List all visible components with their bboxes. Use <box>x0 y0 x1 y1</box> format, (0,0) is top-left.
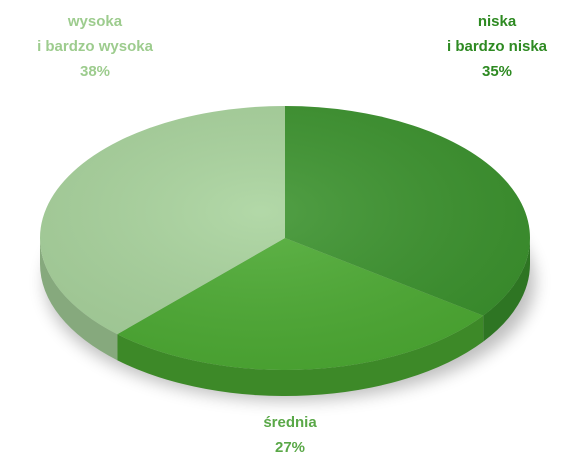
slice-label: i bardzo wysoka <box>37 38 154 55</box>
slice-label: wysoka <box>67 13 123 30</box>
slice-side <box>40 238 118 361</box>
top-shine <box>40 106 530 370</box>
value-label: 35% <box>482 63 512 80</box>
value-label: 38% <box>80 63 110 80</box>
slice-label: średnia <box>263 414 317 431</box>
value-label: 27% <box>275 439 305 456</box>
slice-side <box>483 238 530 342</box>
slice-label: i bardzo niska <box>447 38 548 55</box>
slice-label: niska <box>478 13 517 30</box>
slice-side <box>117 315 484 396</box>
